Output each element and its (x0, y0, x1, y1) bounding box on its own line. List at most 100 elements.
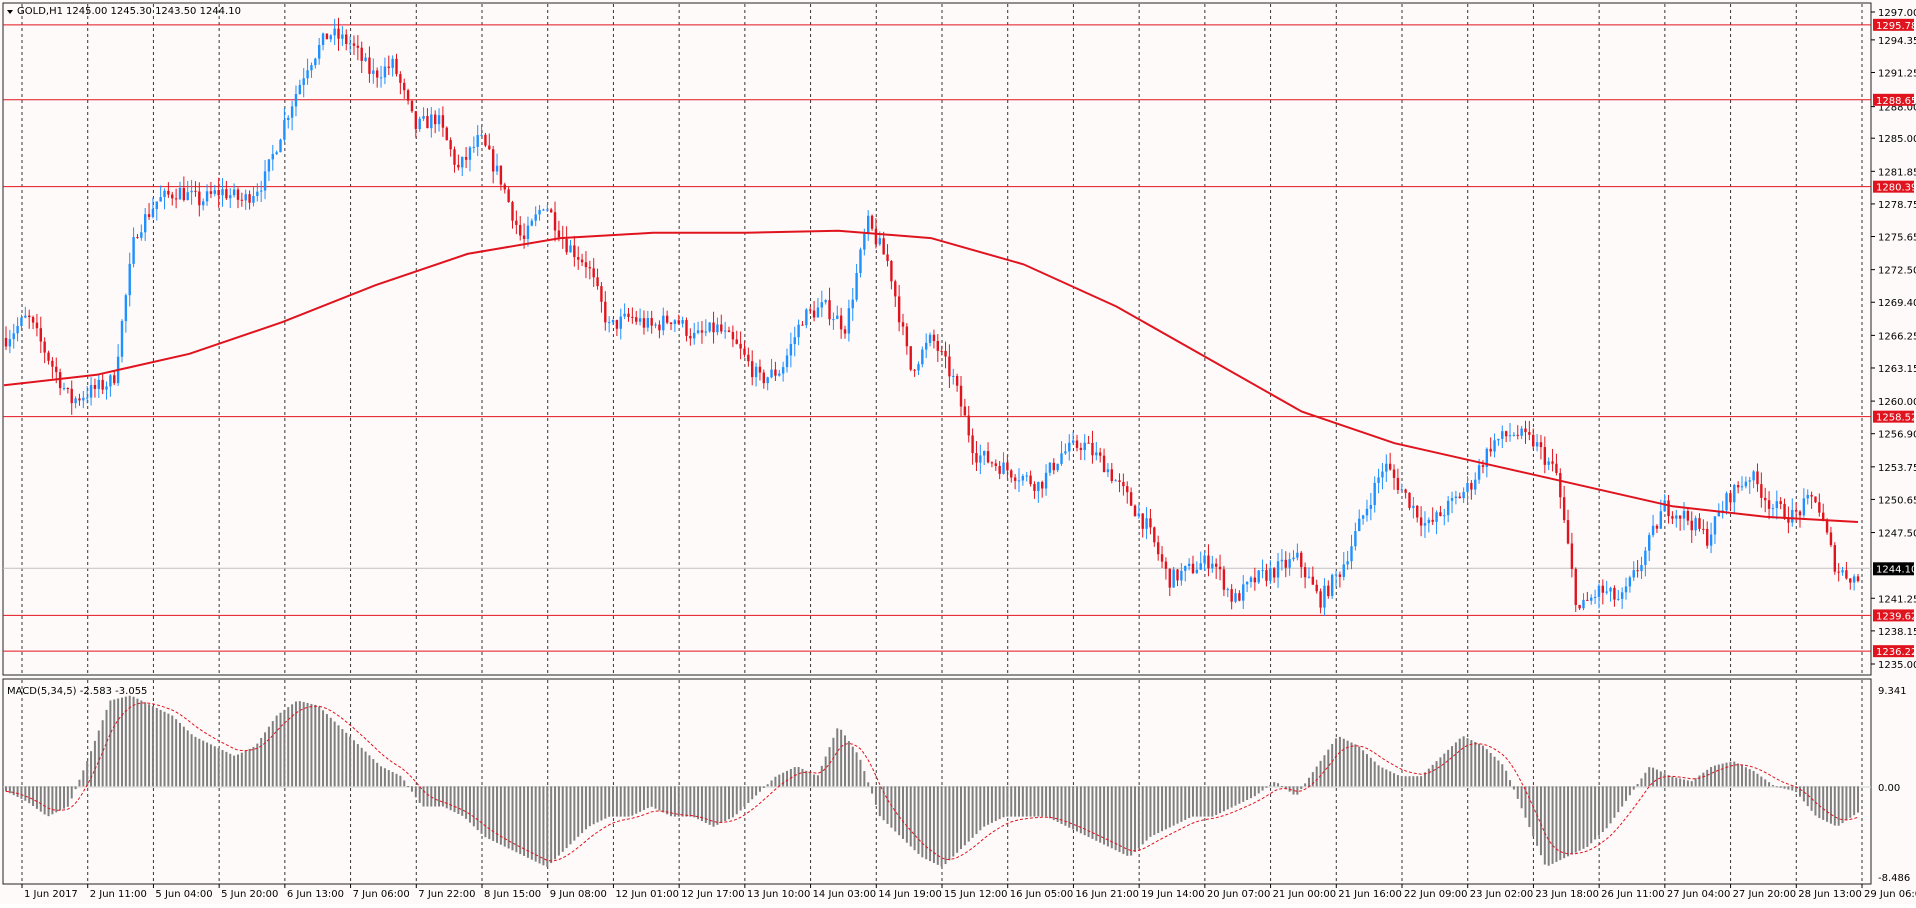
price-tick-label: 1256.90 (1878, 430, 1916, 441)
candle-body (1373, 482, 1376, 506)
candle-body (816, 307, 820, 318)
macd-histogram-bar (751, 786, 754, 800)
chart-menu-triangle-icon[interactable] (7, 10, 13, 14)
candle-body (1597, 585, 1601, 597)
macd-histogram-bar (1219, 786, 1222, 814)
macd-histogram-bar (1091, 786, 1094, 839)
macd-histogram-bar (1597, 786, 1600, 836)
time-tick-label: 1 Jun 2017 (24, 889, 78, 900)
macd-histogram-bar (1520, 786, 1523, 809)
macd-histogram-bar (391, 771, 394, 787)
candle-body (615, 319, 619, 329)
macd-histogram-bar (279, 712, 282, 787)
candle-body (1736, 485, 1740, 488)
macd-histogram-bar (1087, 786, 1090, 838)
candle-body (1524, 428, 1527, 433)
macd-histogram-bar (422, 786, 425, 807)
macd-histogram-bar (213, 746, 216, 787)
macd-histogram-bar (155, 708, 158, 787)
candle-body (1810, 494, 1813, 497)
candle-body (553, 212, 557, 231)
candle-body (24, 315, 27, 318)
macd-histogram-bar (294, 701, 297, 787)
macd-histogram-bar (109, 700, 112, 787)
candle-body (797, 324, 800, 338)
candle-body (1431, 519, 1434, 522)
macd-histogram-bar (1741, 765, 1744, 787)
macd-histogram-bar (847, 741, 850, 787)
candle-body (577, 257, 580, 260)
candle-body (1446, 500, 1450, 516)
macd-histogram-bar (886, 786, 889, 824)
candle-body (31, 317, 35, 323)
candle-body (1013, 477, 1017, 481)
candle-body (1238, 593, 1241, 601)
candle-body (650, 318, 653, 326)
macd-histogram-bar (1686, 780, 1689, 787)
candle-body (1814, 496, 1817, 503)
candle-body (1381, 471, 1384, 478)
macd-histogram-bar (1764, 779, 1767, 787)
macd-histogram-bar (1238, 786, 1241, 804)
candle-body (1485, 448, 1489, 467)
macd-histogram-bar (1307, 777, 1310, 787)
candle-body (310, 65, 313, 71)
candle-body (867, 215, 870, 234)
candle-body (1071, 440, 1075, 443)
macd-histogram-bar (1737, 763, 1740, 787)
macd-histogram-bar (596, 786, 599, 823)
candle-body (194, 190, 197, 192)
candle-body (1164, 561, 1168, 569)
price-tick-label: 1266.25 (1878, 331, 1916, 342)
macd-histogram-bar (1191, 786, 1194, 817)
candle-body (1690, 520, 1693, 531)
macd-histogram-bar (1408, 776, 1411, 787)
candle-body (1056, 463, 1059, 471)
candle-body (526, 225, 530, 239)
macd-histogram-bar (1485, 749, 1488, 787)
time-tick-label: 16 Jun 05:00 (1010, 889, 1074, 900)
candle-body (1276, 561, 1280, 578)
candle-body (789, 343, 793, 356)
candle-body (1133, 505, 1137, 517)
macd-histogram-bar (1601, 786, 1604, 833)
candle-body (878, 238, 882, 245)
candle-body (1280, 559, 1284, 562)
macd-histogram-bar (932, 786, 935, 863)
symbol-header[interactable]: GOLD,H1 1245.00 1245.30 1243.50 1244.10 (7, 6, 241, 17)
macd-histogram-bar (198, 738, 201, 787)
macd-histogram-bar (352, 740, 355, 787)
candle-body (967, 415, 970, 436)
candle-body (433, 114, 437, 125)
macd-histogram-bar (1694, 778, 1697, 787)
candle-body (352, 43, 356, 46)
macd-histogram-bar (74, 786, 77, 790)
candle-body (747, 354, 750, 362)
candle-body (781, 367, 785, 374)
candle-body (1667, 500, 1670, 517)
macd-histogram-bar (1632, 786, 1635, 790)
macd-histogram-bar (1048, 786, 1051, 819)
macd-histogram-bar (650, 786, 653, 807)
candle-body (863, 233, 866, 250)
candle-body (1408, 492, 1411, 508)
candle-body (921, 349, 924, 365)
macd-histogram-bar (724, 786, 727, 822)
current-price-tag: 1244.10 (1873, 562, 1916, 576)
macd-histogram-bar (1586, 786, 1589, 847)
macd-histogram-bar (917, 786, 920, 854)
macd-histogram-bar (465, 786, 468, 819)
macd-histogram-bar (1443, 753, 1446, 787)
candle-body (669, 322, 673, 325)
macd-histogram-bar (554, 786, 557, 860)
macd-histogram-bar (693, 786, 696, 818)
candle-body (406, 90, 410, 101)
price-tick-label: 1235.00 (1878, 660, 1916, 671)
macd-histogram-bar (1133, 786, 1136, 852)
candle-body (294, 93, 298, 107)
price-tick-label: 1241.25 (1878, 594, 1916, 605)
macd-histogram-bar (221, 750, 224, 787)
macd-histogram-bar (786, 770, 789, 787)
macd-histogram-bar (743, 786, 746, 807)
